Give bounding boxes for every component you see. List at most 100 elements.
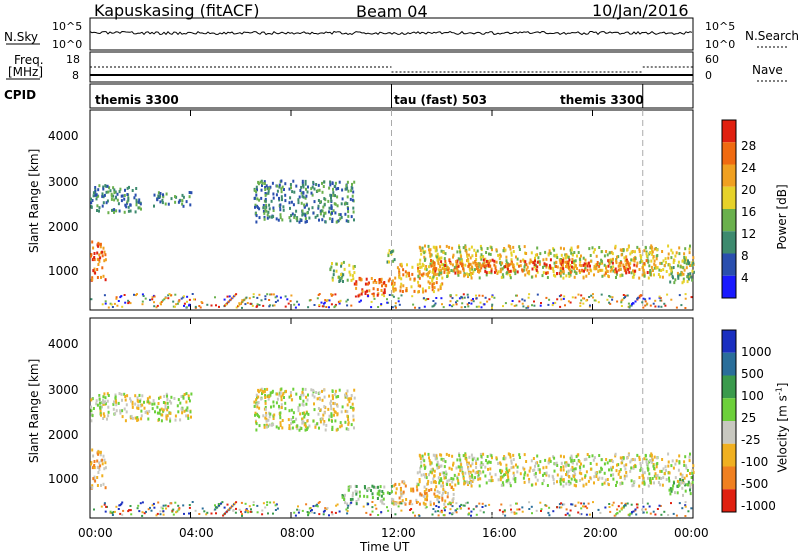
data-cell bbox=[380, 512, 383, 515]
data-cell bbox=[610, 268, 613, 271]
data-cell bbox=[559, 266, 562, 270]
data-cell bbox=[638, 268, 641, 271]
data-cell bbox=[629, 469, 632, 473]
data-cell bbox=[330, 404, 332, 408]
data-cell bbox=[644, 454, 647, 458]
data-cell bbox=[115, 296, 118, 299]
data-cell bbox=[96, 484, 99, 487]
velocity-heatmap bbox=[90, 387, 695, 517]
data-cell bbox=[319, 420, 322, 424]
data-cell bbox=[373, 297, 376, 300]
data-cell bbox=[94, 479, 97, 483]
data-cell bbox=[626, 261, 629, 265]
data-cell bbox=[102, 417, 105, 420]
data-cell bbox=[294, 306, 297, 309]
data-cell bbox=[682, 277, 685, 281]
colorbar-frame bbox=[721, 119, 737, 299]
data-cell bbox=[353, 396, 356, 400]
data-cell bbox=[366, 495, 369, 499]
data-cell bbox=[684, 455, 687, 459]
data-cell bbox=[577, 245, 580, 249]
data-cell bbox=[248, 505, 251, 508]
data-cell bbox=[106, 184, 109, 188]
data-cell bbox=[381, 501, 384, 504]
data-cell bbox=[252, 296, 255, 298]
data-cell bbox=[255, 428, 258, 432]
data-cell bbox=[434, 249, 437, 253]
data-cell bbox=[194, 509, 197, 512]
data-cell bbox=[457, 479, 460, 483]
data-cell bbox=[235, 501, 238, 504]
data-cell bbox=[346, 403, 349, 407]
data-cell bbox=[579, 258, 582, 261]
data-cell bbox=[523, 453, 526, 457]
data-cell bbox=[505, 467, 508, 471]
data-cell bbox=[400, 277, 403, 281]
data-cell bbox=[295, 417, 298, 421]
data-cell bbox=[95, 399, 98, 403]
data-cell bbox=[626, 294, 629, 297]
data-cell bbox=[279, 203, 282, 207]
data-cell bbox=[257, 182, 260, 186]
data-cell bbox=[669, 487, 672, 491]
data-cell bbox=[580, 462, 582, 466]
data-cell bbox=[313, 408, 316, 412]
data-cell bbox=[645, 458, 648, 462]
data-cell bbox=[504, 456, 507, 460]
data-cell bbox=[405, 289, 408, 293]
data-cell bbox=[91, 258, 94, 262]
data-cell bbox=[422, 501, 425, 505]
data-cell bbox=[683, 261, 686, 265]
data-cell bbox=[446, 268, 449, 272]
data-cell bbox=[505, 255, 508, 259]
data-cell bbox=[335, 220, 338, 224]
data-cell bbox=[156, 197, 159, 201]
data-cell bbox=[294, 514, 297, 517]
data-cell bbox=[655, 462, 658, 466]
data-cell bbox=[580, 472, 583, 476]
data-cell bbox=[305, 402, 308, 406]
data-cell bbox=[278, 185, 281, 189]
data-cell bbox=[629, 304, 632, 307]
data-cell bbox=[479, 477, 482, 481]
data-cell bbox=[471, 254, 474, 258]
data-cell bbox=[476, 470, 479, 474]
data-cell bbox=[226, 510, 228, 513]
data-cell bbox=[307, 207, 310, 211]
data-cell bbox=[618, 262, 621, 265]
data-cell bbox=[274, 301, 277, 303]
data-cell bbox=[139, 202, 142, 206]
data-cell bbox=[188, 399, 191, 403]
data-cell bbox=[534, 263, 537, 267]
data-cell bbox=[437, 506, 440, 509]
data-cell bbox=[630, 458, 633, 462]
data-cell bbox=[429, 500, 432, 504]
data-cell bbox=[501, 481, 504, 485]
data-cell bbox=[624, 259, 627, 263]
data-cell bbox=[90, 205, 93, 209]
data-cell bbox=[624, 467, 627, 471]
data-cell bbox=[427, 298, 430, 300]
data-cell bbox=[432, 269, 435, 273]
data-cell bbox=[172, 300, 175, 303]
data-cell bbox=[217, 503, 220, 506]
data-cell bbox=[553, 469, 556, 473]
data-cell bbox=[461, 472, 464, 476]
data-cell bbox=[117, 508, 120, 510]
data-cell bbox=[331, 217, 334, 221]
data-cell bbox=[306, 426, 309, 430]
data-cell bbox=[659, 261, 662, 265]
data-cell bbox=[643, 457, 646, 461]
data-cell bbox=[381, 499, 384, 502]
data-cell bbox=[487, 263, 490, 267]
data-cell bbox=[177, 504, 180, 507]
data-cell bbox=[579, 302, 582, 305]
data-cell bbox=[503, 509, 506, 512]
freq-label: Freq. bbox=[14, 53, 44, 67]
data-cell bbox=[604, 506, 607, 509]
data-cell bbox=[441, 511, 443, 514]
data-cell bbox=[467, 305, 470, 308]
data-cell bbox=[638, 276, 641, 280]
data-cell bbox=[622, 248, 625, 252]
data-cell bbox=[560, 461, 563, 465]
